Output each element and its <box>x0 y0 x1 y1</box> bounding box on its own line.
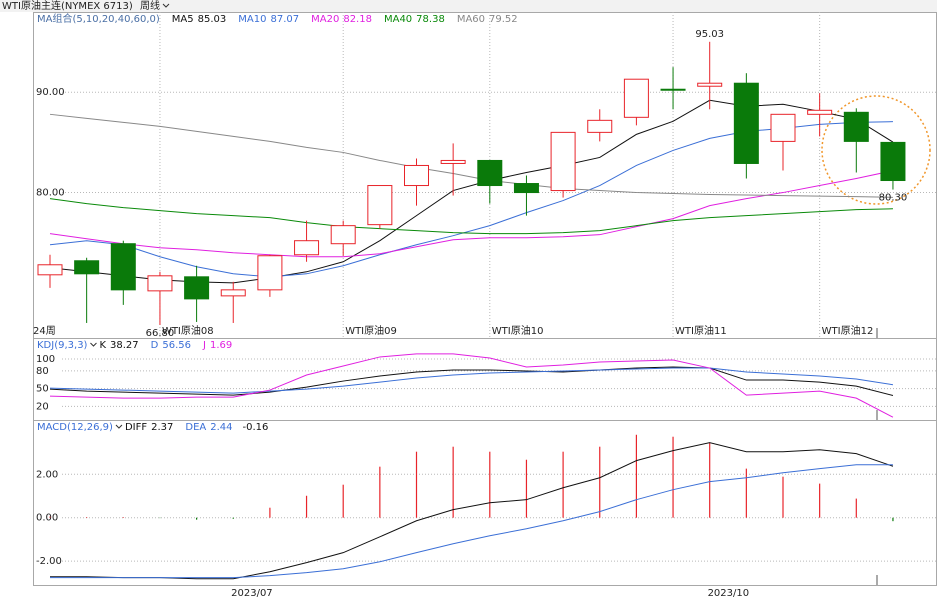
x-tick-label: 2023/10 <box>708 588 750 599</box>
candle-body <box>733 82 759 164</box>
y-tick-label: 50 <box>36 384 49 395</box>
legend-name: MA5 <box>172 14 194 25</box>
legend-value: 56.56 <box>162 340 191 351</box>
legend-name: MA20 <box>311 14 339 25</box>
candle-body <box>147 275 173 292</box>
series-line <box>50 442 894 580</box>
legend-name: DEA <box>185 422 206 433</box>
candle-body <box>220 289 246 297</box>
legend-name: DIFF <box>125 422 147 433</box>
y-tick-label: 100 <box>36 354 55 365</box>
instrument-title: WTI原油主连(NYMEX 6713) <box>2 0 133 12</box>
candle-body <box>770 113 796 142</box>
candle-body <box>587 119 613 133</box>
legend: MACD(12,26,9) DIFF 2.37 DEA 2.44 -0.16 <box>37 422 268 433</box>
dropdown-chevron <box>115 424 123 429</box>
legend-value: 85.03 <box>198 14 227 25</box>
series-line <box>50 464 893 579</box>
candle-body <box>367 185 393 226</box>
legend-name: D <box>151 340 159 351</box>
series-line <box>49 170 894 258</box>
legend-value: -0.16 <box>243 422 269 433</box>
legend: KDJ(9,3,3) K 38.27 D 56.56 J 1.69 <box>37 340 232 351</box>
candle-body <box>623 78 649 118</box>
legend-value: 78.38 <box>416 14 445 25</box>
y-tick-label: 80.00 <box>36 188 65 199</box>
candle-body <box>440 159 466 164</box>
candle-body <box>330 225 356 245</box>
x-tick-label: WTI原油12 <box>822 324 874 337</box>
period-selector[interactable]: 周线 <box>140 0 160 12</box>
series-line <box>49 366 894 397</box>
candle-body <box>404 164 429 187</box>
dropdown-chevron <box>90 342 97 347</box>
y-tick-label: -2.00 <box>36 556 62 567</box>
legend-value: 2.44 <box>210 422 232 433</box>
legend: MA组合(5,10,20,40,60,0) MA5 85.03 MA10 87.07 MA… <box>37 12 518 25</box>
candle-body <box>294 240 320 256</box>
legend-title: KDJ(9,3,3) <box>37 340 88 351</box>
candle-body <box>550 131 576 192</box>
dropdown-chevron <box>162 3 170 8</box>
y-tick-label: 2.00 <box>36 469 58 480</box>
candle-body <box>110 243 136 291</box>
x-tick-label: WTI原油08 <box>162 324 214 337</box>
series-line <box>49 367 894 394</box>
series-line <box>49 113 893 198</box>
legend-name: K <box>99 340 106 351</box>
x-tick-label: 2023/07 <box>231 588 273 599</box>
candle-body <box>74 260 100 275</box>
legend-value: 2.37 <box>151 422 173 433</box>
extreme-label: 80.30 <box>879 193 908 204</box>
legend-name: MA10 <box>238 14 266 25</box>
legend-value: 82.18 <box>343 14 372 25</box>
candle-body <box>880 141 906 182</box>
legend-name: J <box>202 340 206 351</box>
y-tick-label: 0.00 <box>36 513 58 524</box>
candle-body <box>843 111 869 142</box>
legend-name: MA40 <box>384 14 412 25</box>
candle-body <box>257 255 283 291</box>
bar-count: 24周 <box>33 325 56 337</box>
x-tick-label: WTI原油10 <box>492 324 544 337</box>
candle-body <box>660 88 686 91</box>
header-bar <box>0 0 937 12</box>
extreme-label: 66.80 <box>146 328 175 339</box>
series-line <box>49 353 894 418</box>
legend-title: MACD(12,26,9) <box>37 422 113 433</box>
x-tick-label: WTI原油09 <box>345 324 397 337</box>
candle-body <box>184 276 210 300</box>
x-tick-label: WTI原油11 <box>675 324 727 337</box>
extreme-label: 95.03 <box>695 29 724 40</box>
candle-body <box>477 159 503 187</box>
highlight-circle <box>821 95 931 205</box>
candle-body <box>37 264 63 276</box>
legend-title: MA组合(5,10,20,40,60,0) <box>37 12 160 25</box>
legend-value: 38.27 <box>110 340 139 351</box>
candle-body <box>807 109 833 115</box>
candle-body <box>697 82 723 87</box>
y-tick-label: 90.00 <box>36 87 65 98</box>
legend-value: 79.52 <box>489 14 518 25</box>
legend-value: 1.69 <box>210 340 232 351</box>
legend-value: 87.07 <box>270 14 299 25</box>
candle-body <box>513 183 539 194</box>
series-line <box>49 198 893 235</box>
legend-name: MA60 <box>457 14 485 25</box>
y-tick-label: 20 <box>36 401 49 412</box>
y-tick-label: 80 <box>36 366 49 377</box>
